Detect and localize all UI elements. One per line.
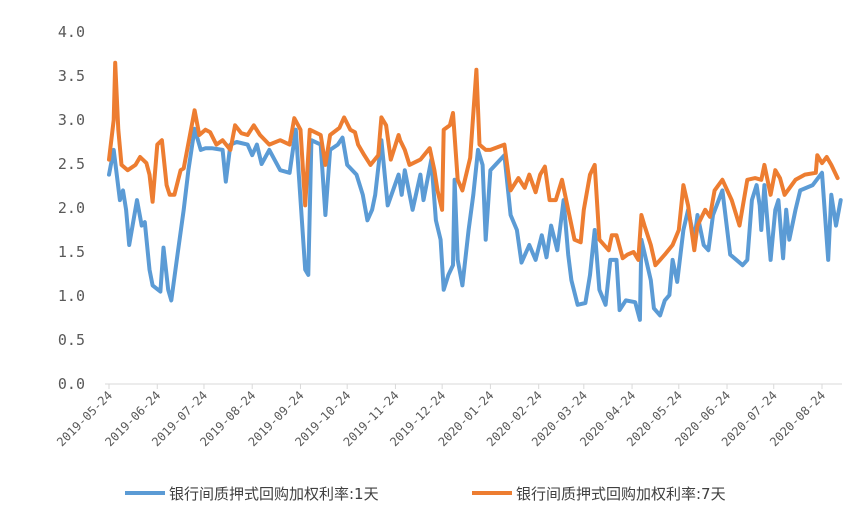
series-line-1d: [107, 126, 843, 322]
y-tick-label: 4.0: [58, 23, 85, 41]
plot-area: [107, 60, 843, 322]
y-tick-label: 0.5: [58, 331, 85, 349]
legend-label-1d: 银行间质押式回购加权利率:1天: [169, 485, 379, 503]
series-line-7d: [107, 60, 840, 268]
x-axis-ticks: 2019-05-242019-06-242019-07-242019-08-24…: [54, 384, 828, 449]
y-tick-label: 3.5: [58, 67, 85, 85]
y-tick-label: 1.5: [58, 243, 85, 261]
y-axis-ticks: 0.0 0.5 1.0 1.5 2.0 2.5 3.0 3.5 4.0: [58, 23, 85, 393]
y-tick-label: 2.0: [58, 199, 85, 217]
y-tick-label: 1.0: [58, 287, 85, 305]
legend-label-7d: 银行间质押式回购加权利率:7天: [516, 485, 726, 503]
y-tick-label: 2.5: [58, 155, 85, 173]
legend: 银行间质押式回购加权利率:1天 银行间质押式回购加权利率:7天: [125, 485, 726, 503]
y-tick-label: 3.0: [58, 111, 85, 129]
y-tick-label: 0.0: [58, 375, 85, 393]
